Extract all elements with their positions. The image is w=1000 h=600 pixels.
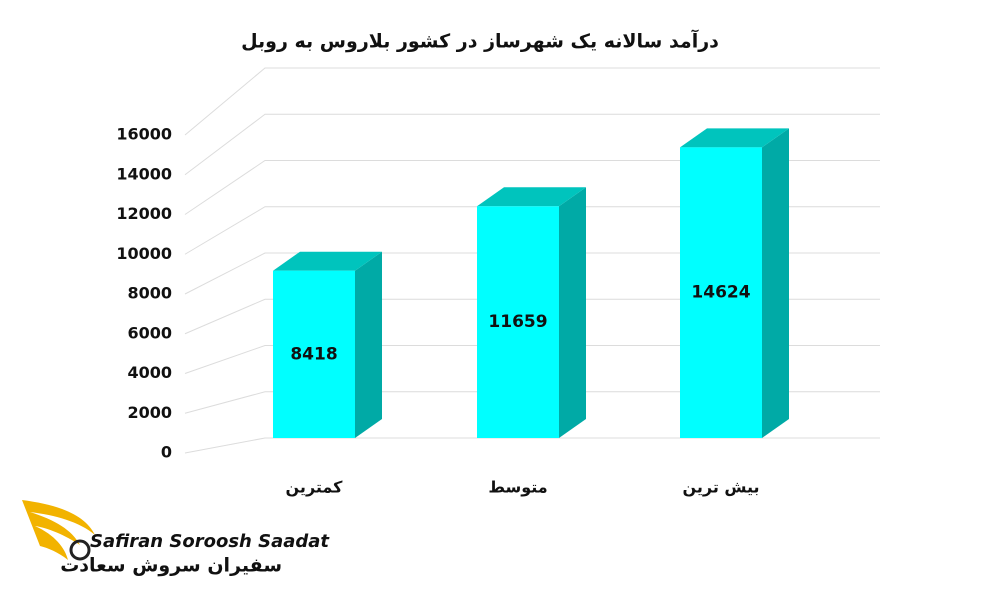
data-label: 14624 [691, 283, 750, 303]
grid-line [184, 298, 880, 335]
grid-line [184, 113, 880, 176]
y-tick-label: 2000 [127, 403, 172, 422]
x-tick-label: بیش ترین [682, 478, 759, 497]
bar-side [355, 251, 382, 438]
grid-line [184, 160, 880, 215]
data-label: 8418 [290, 344, 337, 364]
y-tick-label: 10000 [116, 244, 172, 263]
y-tick-label: 8000 [127, 284, 172, 303]
bar [273, 270, 355, 438]
y-tick-label: 4000 [127, 363, 172, 382]
bar-top [477, 187, 586, 207]
logo-wing [22, 500, 95, 560]
y-tick-label: 6000 [127, 323, 172, 342]
x-tick-label: کمترین [286, 478, 344, 497]
logo: Safiran Soroosh Saadat سفیران سروش سعادت [22, 500, 330, 577]
bar [680, 147, 762, 438]
y-tick-label: 14000 [116, 164, 172, 183]
grid-line [184, 437, 880, 454]
bar-top [680, 128, 789, 148]
chart-title: درآمد سالانه یک شهرساز در کشور بلاروس به… [241, 29, 719, 53]
y-tick-label: 16000 [116, 125, 172, 144]
grid-line [184, 252, 880, 295]
x-tick-label: متوسط [488, 478, 547, 497]
grid-line [184, 345, 880, 374]
bar-top [273, 251, 382, 271]
grid-line [184, 67, 880, 136]
bar-side [559, 187, 586, 438]
bar-side [762, 128, 789, 438]
grid-line [184, 206, 880, 255]
logo-text-en: Safiran Soroosh Saadat [90, 531, 330, 552]
logo-text-fa: سفیران سروش سعادت [60, 555, 282, 577]
y-tick-label: 0 [161, 443, 172, 462]
logo-mark [69, 539, 91, 561]
data-label: 11659 [488, 312, 547, 332]
bar [477, 206, 559, 438]
grid-line [184, 391, 880, 414]
y-tick-label: 12000 [116, 204, 172, 223]
